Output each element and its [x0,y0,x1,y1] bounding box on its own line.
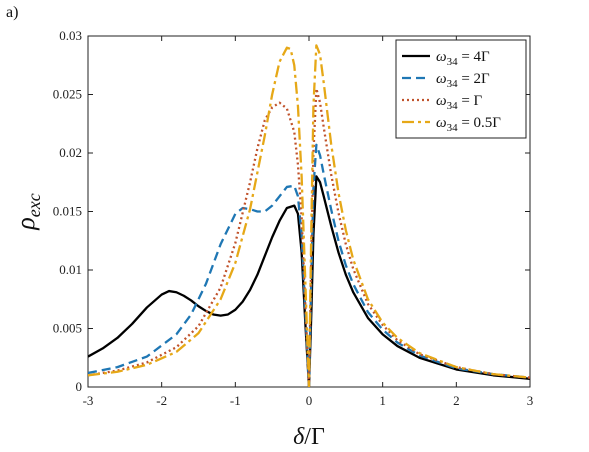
x-tick-label: -3 [83,393,94,408]
plot-area: -3 -2 -1 0 1 2 3 0 0.005 0.01 0.015 0.02 0.025 0.03 δ/… [11,28,533,450]
series-line-4 [88,44,530,387]
x-tick-label: 0 [306,393,313,408]
x-tick-label: 2 [453,393,460,408]
y-tick-label: 0.015 [53,204,82,219]
legend-label-2: ω34 = 2Γ [436,71,490,90]
x-tick-label: -2 [156,393,167,408]
x-tick-label: -1 [230,393,241,408]
x-tick-label: 3 [527,393,534,408]
x-tick-label: 1 [379,393,386,408]
legend-label-3: ω34 = Γ [436,93,483,112]
y-tick-label: 0.02 [59,145,82,160]
y-tick-label: 0.025 [53,87,82,102]
legend-label-4: ω34 = 0.5Γ [436,115,501,134]
y-tick-label: 0 [76,379,83,394]
y-axis-title: ρexc [11,193,44,230]
y-tick-label: 0.005 [53,321,82,336]
legend-label-1: ω34 = 4Γ [436,49,490,68]
series-line-1 [88,175,530,387]
y-tick-label: 0.03 [59,28,82,43]
panel-label: a) [6,4,19,21]
x-axis-title: δ/Γ [293,424,325,450]
y-tick-label: 0.01 [59,262,82,277]
